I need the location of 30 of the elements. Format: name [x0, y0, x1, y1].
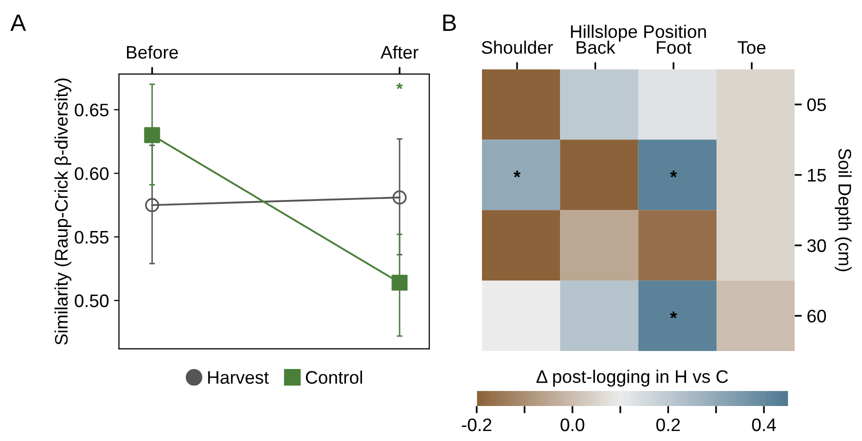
y-tick-label: 15 — [808, 169, 826, 182]
x-tick-label: Before — [127, 45, 178, 59]
y-axis-title: Soil Depth (cm) — [834, 148, 852, 272]
x-axis-title: Hillslope Position — [571, 24, 706, 42]
data-label: * — [670, 312, 678, 318]
y-tick-label: 0.60 — [74, 167, 109, 180]
chart-title: A — [10, 14, 26, 31]
y-tick-label: 0.55 — [74, 230, 108, 244]
color-bar-label: 0.2 — [656, 418, 680, 432]
legend-label: Harvest — [208, 371, 269, 384]
annotation: * — [396, 82, 403, 90]
y-tick-label: 0.65 — [74, 104, 108, 116]
x-tick-label: Foot — [656, 41, 692, 54]
y-tick-label: 05 — [807, 98, 826, 112]
color-bar-label: 0.4 — [752, 418, 776, 432]
y-axis-title: Similarity (Raup-Crick β-diversity) — [54, 78, 72, 345]
color-bar-label: -0.2 — [462, 418, 492, 432]
y-tick-label: 30 — [807, 239, 826, 252]
chart-title: B — [443, 14, 456, 31]
color-bar-label: 0.0 — [560, 418, 584, 432]
y-tick-label: 60 — [807, 310, 826, 323]
x-tick-label: Back — [576, 40, 616, 54]
data-label: * — [514, 170, 521, 178]
x-tick-label: Toe — [738, 41, 766, 54]
y-tick-label: 0.50 — [74, 294, 109, 308]
x-tick-label: After — [380, 45, 418, 59]
color-bar-title: Δ post-logging in H vs C — [536, 370, 728, 387]
legend-label: Control — [306, 370, 362, 384]
data-label: * — [670, 170, 678, 178]
x-tick-label: Shoulder — [482, 40, 553, 54]
